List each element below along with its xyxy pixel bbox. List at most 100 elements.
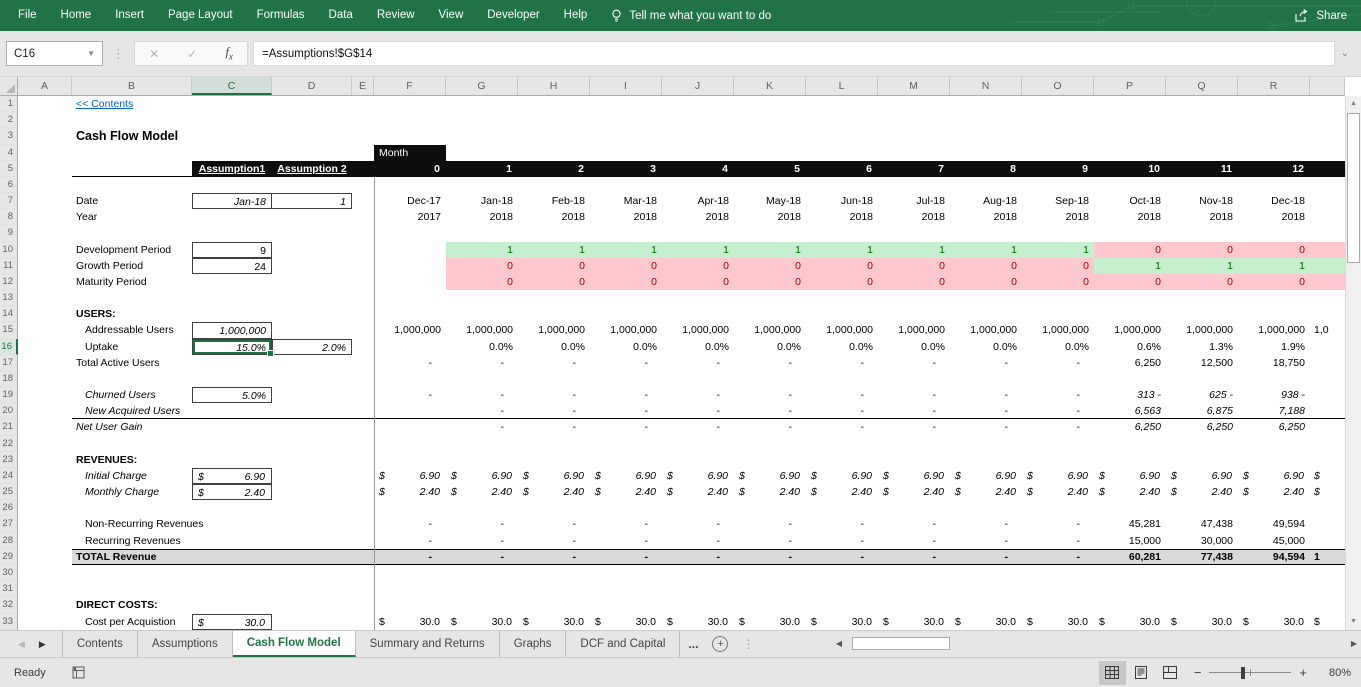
cell-I7[interactable]: Mar-18 bbox=[590, 193, 662, 209]
cell-L10[interactable]: 1 bbox=[806, 242, 878, 258]
cell-R12[interactable]: 0 bbox=[1238, 274, 1310, 290]
cell-I28[interactable]: - bbox=[590, 533, 662, 549]
col-header-J[interactable]: J bbox=[662, 77, 734, 95]
cell-G17[interactable]: - bbox=[446, 355, 518, 371]
row-header-14[interactable]: 14 bbox=[0, 306, 18, 322]
zoom-slider[interactable] bbox=[1209, 672, 1291, 673]
col-header-F[interactable]: F bbox=[374, 77, 446, 95]
cell-G24[interactable]: $6.90 bbox=[446, 468, 518, 484]
sheet-tab-assumptions[interactable]: Assumptions bbox=[138, 631, 233, 657]
cell-K19[interactable]: - bbox=[734, 387, 806, 403]
col-header-O[interactable]: O bbox=[1022, 77, 1094, 95]
row-header-17[interactable]: 17 bbox=[0, 355, 18, 371]
cell-O24[interactable]: $6.90 bbox=[1022, 468, 1094, 484]
cell-K8[interactable]: 2018 bbox=[734, 209, 806, 225]
cell-N21[interactable]: - bbox=[950, 419, 1022, 435]
cell-N5[interactable]: 8 bbox=[950, 161, 1022, 177]
cell-S29[interactable]: 1 bbox=[1310, 549, 1345, 565]
col-header-I[interactable]: I bbox=[590, 77, 662, 95]
col-header-M[interactable]: M bbox=[878, 77, 950, 95]
cell-C25[interactable]: $2.40 bbox=[192, 484, 272, 500]
cell-K11[interactable]: 0 bbox=[734, 258, 806, 274]
cell-F19[interactable]: - bbox=[374, 387, 446, 403]
cell-R27[interactable]: 49,594 bbox=[1238, 516, 1310, 532]
cell-H11[interactable]: 0 bbox=[518, 258, 590, 274]
cell-F24[interactable]: $6.90 bbox=[374, 468, 446, 484]
cell-S24[interactable]: $ bbox=[1310, 468, 1345, 484]
cell-K10[interactable]: 1 bbox=[734, 242, 806, 258]
col-header-P[interactable]: P bbox=[1094, 77, 1166, 95]
ribbon-tab-file[interactable]: File bbox=[0, 0, 49, 31]
cell-F4[interactable]: Month bbox=[374, 145, 446, 161]
cell-Q16[interactable]: 1.3% bbox=[1166, 339, 1238, 355]
cell-N12[interactable]: 0 bbox=[950, 274, 1022, 290]
cell-P21[interactable]: 6,250 bbox=[1094, 419, 1166, 435]
ribbon-tab-page-layout[interactable]: Page Layout bbox=[156, 0, 245, 31]
cell-L24[interactable]: $6.90 bbox=[806, 468, 878, 484]
cell-G21[interactable]: - bbox=[446, 419, 518, 435]
cell-R16[interactable]: 1.9% bbox=[1238, 339, 1310, 355]
cell-O19[interactable]: - bbox=[1022, 387, 1094, 403]
cell-J28[interactable]: - bbox=[662, 533, 734, 549]
cell-R7[interactable]: Dec-18 bbox=[1238, 193, 1310, 209]
cell-L27[interactable]: - bbox=[806, 516, 878, 532]
cell-F8[interactable]: 2017 bbox=[374, 209, 446, 225]
page-break-view-button[interactable] bbox=[1157, 661, 1184, 685]
cell-Q25[interactable]: $2.40 bbox=[1166, 484, 1238, 500]
cell-L20[interactable]: - bbox=[806, 403, 878, 419]
cell-I33[interactable]: $30.0 bbox=[590, 614, 662, 630]
cell-P16[interactable]: 0.6% bbox=[1094, 339, 1166, 355]
col-header-N[interactable]: N bbox=[950, 77, 1022, 95]
ribbon-tab-home[interactable]: Home bbox=[49, 0, 104, 31]
cell-J5[interactable]: 4 bbox=[662, 161, 734, 177]
cell-M10[interactable]: 1 bbox=[878, 242, 950, 258]
cell-C24[interactable]: $6.90 bbox=[192, 468, 272, 484]
cell-B20[interactable]: New Acquired Users bbox=[72, 403, 192, 419]
cell-O16[interactable]: 0.0% bbox=[1022, 339, 1094, 355]
cell-H7[interactable]: Feb-18 bbox=[518, 193, 590, 209]
row-header-16[interactable]: 16 bbox=[0, 339, 18, 355]
cell-M16[interactable]: 0.0% bbox=[878, 339, 950, 355]
horizontal-scrollbar-thumb[interactable] bbox=[852, 637, 950, 650]
share-button[interactable]: Share bbox=[1295, 0, 1347, 31]
cell-C11[interactable]: 24 bbox=[192, 258, 272, 274]
cell-M8[interactable]: 2018 bbox=[878, 209, 950, 225]
ribbon-tab-developer[interactable]: Developer bbox=[475, 0, 551, 31]
cell-M27[interactable]: - bbox=[878, 516, 950, 532]
row-header-3[interactable]: 3 bbox=[0, 128, 18, 144]
cell-Q8[interactable]: 2018 bbox=[1166, 209, 1238, 225]
cell-Q29[interactable]: 77,438 bbox=[1166, 549, 1238, 565]
cell-M25[interactable]: $2.40 bbox=[878, 484, 950, 500]
cell-P5[interactable]: 10 bbox=[1094, 161, 1166, 177]
horizontal-scrollbar[interactable]: ◀ ▶ bbox=[832, 635, 1361, 652]
scroll-up-icon[interactable]: ▲ bbox=[1346, 96, 1361, 112]
cell-H15[interactable]: 1,000,000 bbox=[518, 322, 590, 338]
cell-G8[interactable]: 2018 bbox=[446, 209, 518, 225]
cell-O7[interactable]: Sep-18 bbox=[1022, 193, 1094, 209]
cell-I21[interactable]: - bbox=[590, 419, 662, 435]
cell-J25[interactable]: $2.40 bbox=[662, 484, 734, 500]
cell-K28[interactable]: - bbox=[734, 533, 806, 549]
cell-R20[interactable]: 7,188 bbox=[1238, 403, 1310, 419]
col-header-R[interactable]: R bbox=[1238, 77, 1310, 95]
cell-I20[interactable]: - bbox=[590, 403, 662, 419]
sheet-tab-contents[interactable]: Contents bbox=[62, 631, 138, 657]
cell-H20[interactable]: - bbox=[518, 403, 590, 419]
cell-R19[interactable]: 938 - bbox=[1238, 387, 1310, 403]
cell-L11[interactable]: 0 bbox=[806, 258, 878, 274]
cell-L19[interactable]: - bbox=[806, 387, 878, 403]
formula-bar-expand-icon[interactable]: ⌄ bbox=[1335, 48, 1355, 59]
cell-P19[interactable]: 313 - bbox=[1094, 387, 1166, 403]
cell-N10[interactable]: 1 bbox=[950, 242, 1022, 258]
zoom-percentage[interactable]: 80% bbox=[1317, 667, 1351, 679]
cell-R11[interactable]: 1 bbox=[1238, 258, 1310, 274]
cell-B23[interactable]: REVENUES: bbox=[72, 452, 192, 468]
cell-N25[interactable]: $2.40 bbox=[950, 484, 1022, 500]
cell-Q17[interactable]: 12,500 bbox=[1166, 355, 1238, 371]
cell-F27[interactable]: - bbox=[374, 516, 446, 532]
insert-function-icon[interactable]: fx bbox=[225, 45, 232, 62]
cell-M12[interactable]: 0 bbox=[878, 274, 950, 290]
row-header-28[interactable]: 28 bbox=[0, 533, 18, 549]
sheet-tab-cash-flow-model[interactable]: Cash Flow Model bbox=[233, 631, 356, 657]
cell-J10[interactable]: 1 bbox=[662, 242, 734, 258]
